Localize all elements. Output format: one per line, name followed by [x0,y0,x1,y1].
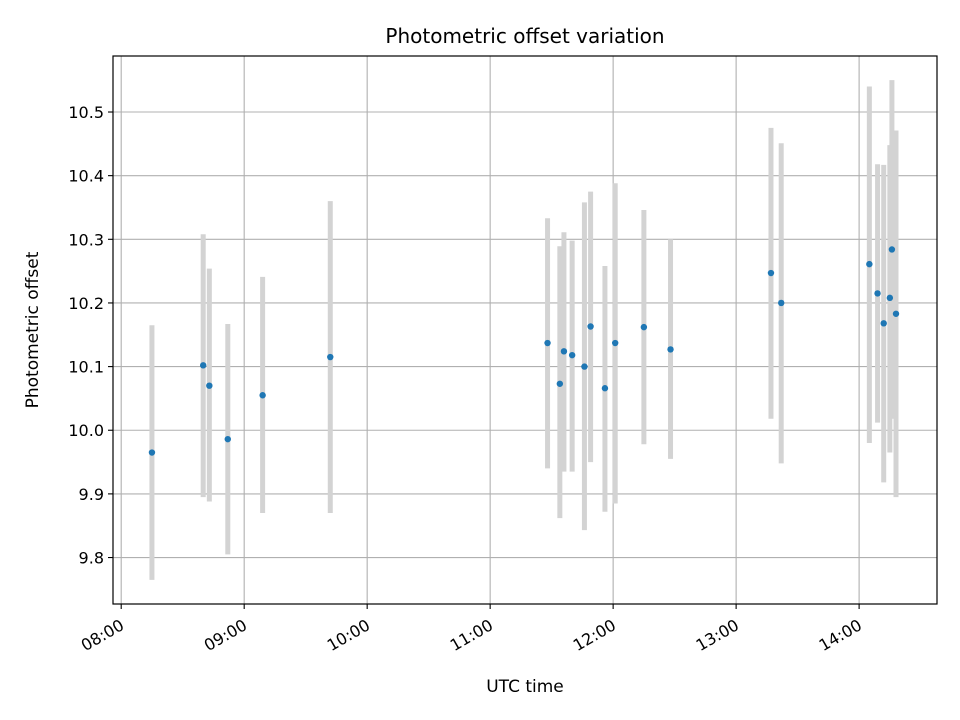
y-tick-label: 10.3 [68,230,104,249]
data-point [892,310,900,317]
y-axis-label: Photometric offset [23,251,43,408]
data-point [640,323,648,331]
data-point [880,320,887,327]
x-axis-label: UTC time [486,677,564,697]
data-point [601,385,609,392]
data-point [888,246,896,253]
data-point [199,362,207,369]
y-tick-label: 9.8 [79,549,104,568]
data-point [874,290,881,297]
data-point [259,392,266,399]
data-point [224,435,231,443]
y-tick-label: 9.9 [79,485,104,504]
data-point [767,269,775,277]
data-point [544,339,551,347]
y-tick-label: 10.0 [68,421,104,440]
data-point [327,353,334,361]
data-point [560,348,568,355]
data-points [148,246,900,456]
y-tick-label: 10.1 [68,358,104,377]
data-point [581,363,588,370]
chart-title: Photometric offset variation [385,24,664,48]
data-point [667,346,674,353]
data-point [206,382,213,389]
y-tick-label: 10.4 [68,167,104,186]
data-point [866,260,873,268]
data-point [778,299,785,307]
y-tick-label: 10.5 [68,103,104,122]
data-point [568,351,576,359]
data-point [556,380,564,387]
data-point [611,339,619,347]
plot-frame [112,55,938,605]
data-point [886,294,894,302]
data-point [587,323,594,330]
data-point [148,449,156,456]
y-tick-label: 10.2 [68,294,104,313]
